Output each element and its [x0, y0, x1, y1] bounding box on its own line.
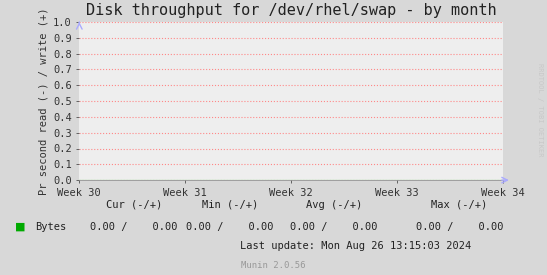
Text: 0.00 /    0.00: 0.00 / 0.00	[416, 222, 503, 232]
Text: Cur (-/+): Cur (-/+)	[106, 200, 162, 210]
Title: Disk throughput for /dev/rhel/swap - by month: Disk throughput for /dev/rhel/swap - by …	[86, 3, 497, 18]
Text: Avg (-/+): Avg (-/+)	[306, 200, 362, 210]
Text: ■: ■	[15, 222, 26, 232]
Text: 0.00 /    0.00: 0.00 / 0.00	[90, 222, 178, 232]
Text: Bytes: Bytes	[36, 222, 67, 232]
Text: Munin 2.0.56: Munin 2.0.56	[241, 261, 306, 270]
Text: RRDTOOL / TOBI OETIKER: RRDTOOL / TOBI OETIKER	[537, 63, 543, 157]
Text: Min (-/+): Min (-/+)	[202, 200, 258, 210]
Text: Last update: Mon Aug 26 13:15:03 2024: Last update: Mon Aug 26 13:15:03 2024	[240, 241, 471, 251]
Text: 0.00 /    0.00: 0.00 / 0.00	[290, 222, 377, 232]
Text: Max (-/+): Max (-/+)	[432, 200, 487, 210]
Text: 0.00 /    0.00: 0.00 / 0.00	[186, 222, 274, 232]
Y-axis label: Pr second read (-) / write (+): Pr second read (-) / write (+)	[39, 7, 49, 195]
